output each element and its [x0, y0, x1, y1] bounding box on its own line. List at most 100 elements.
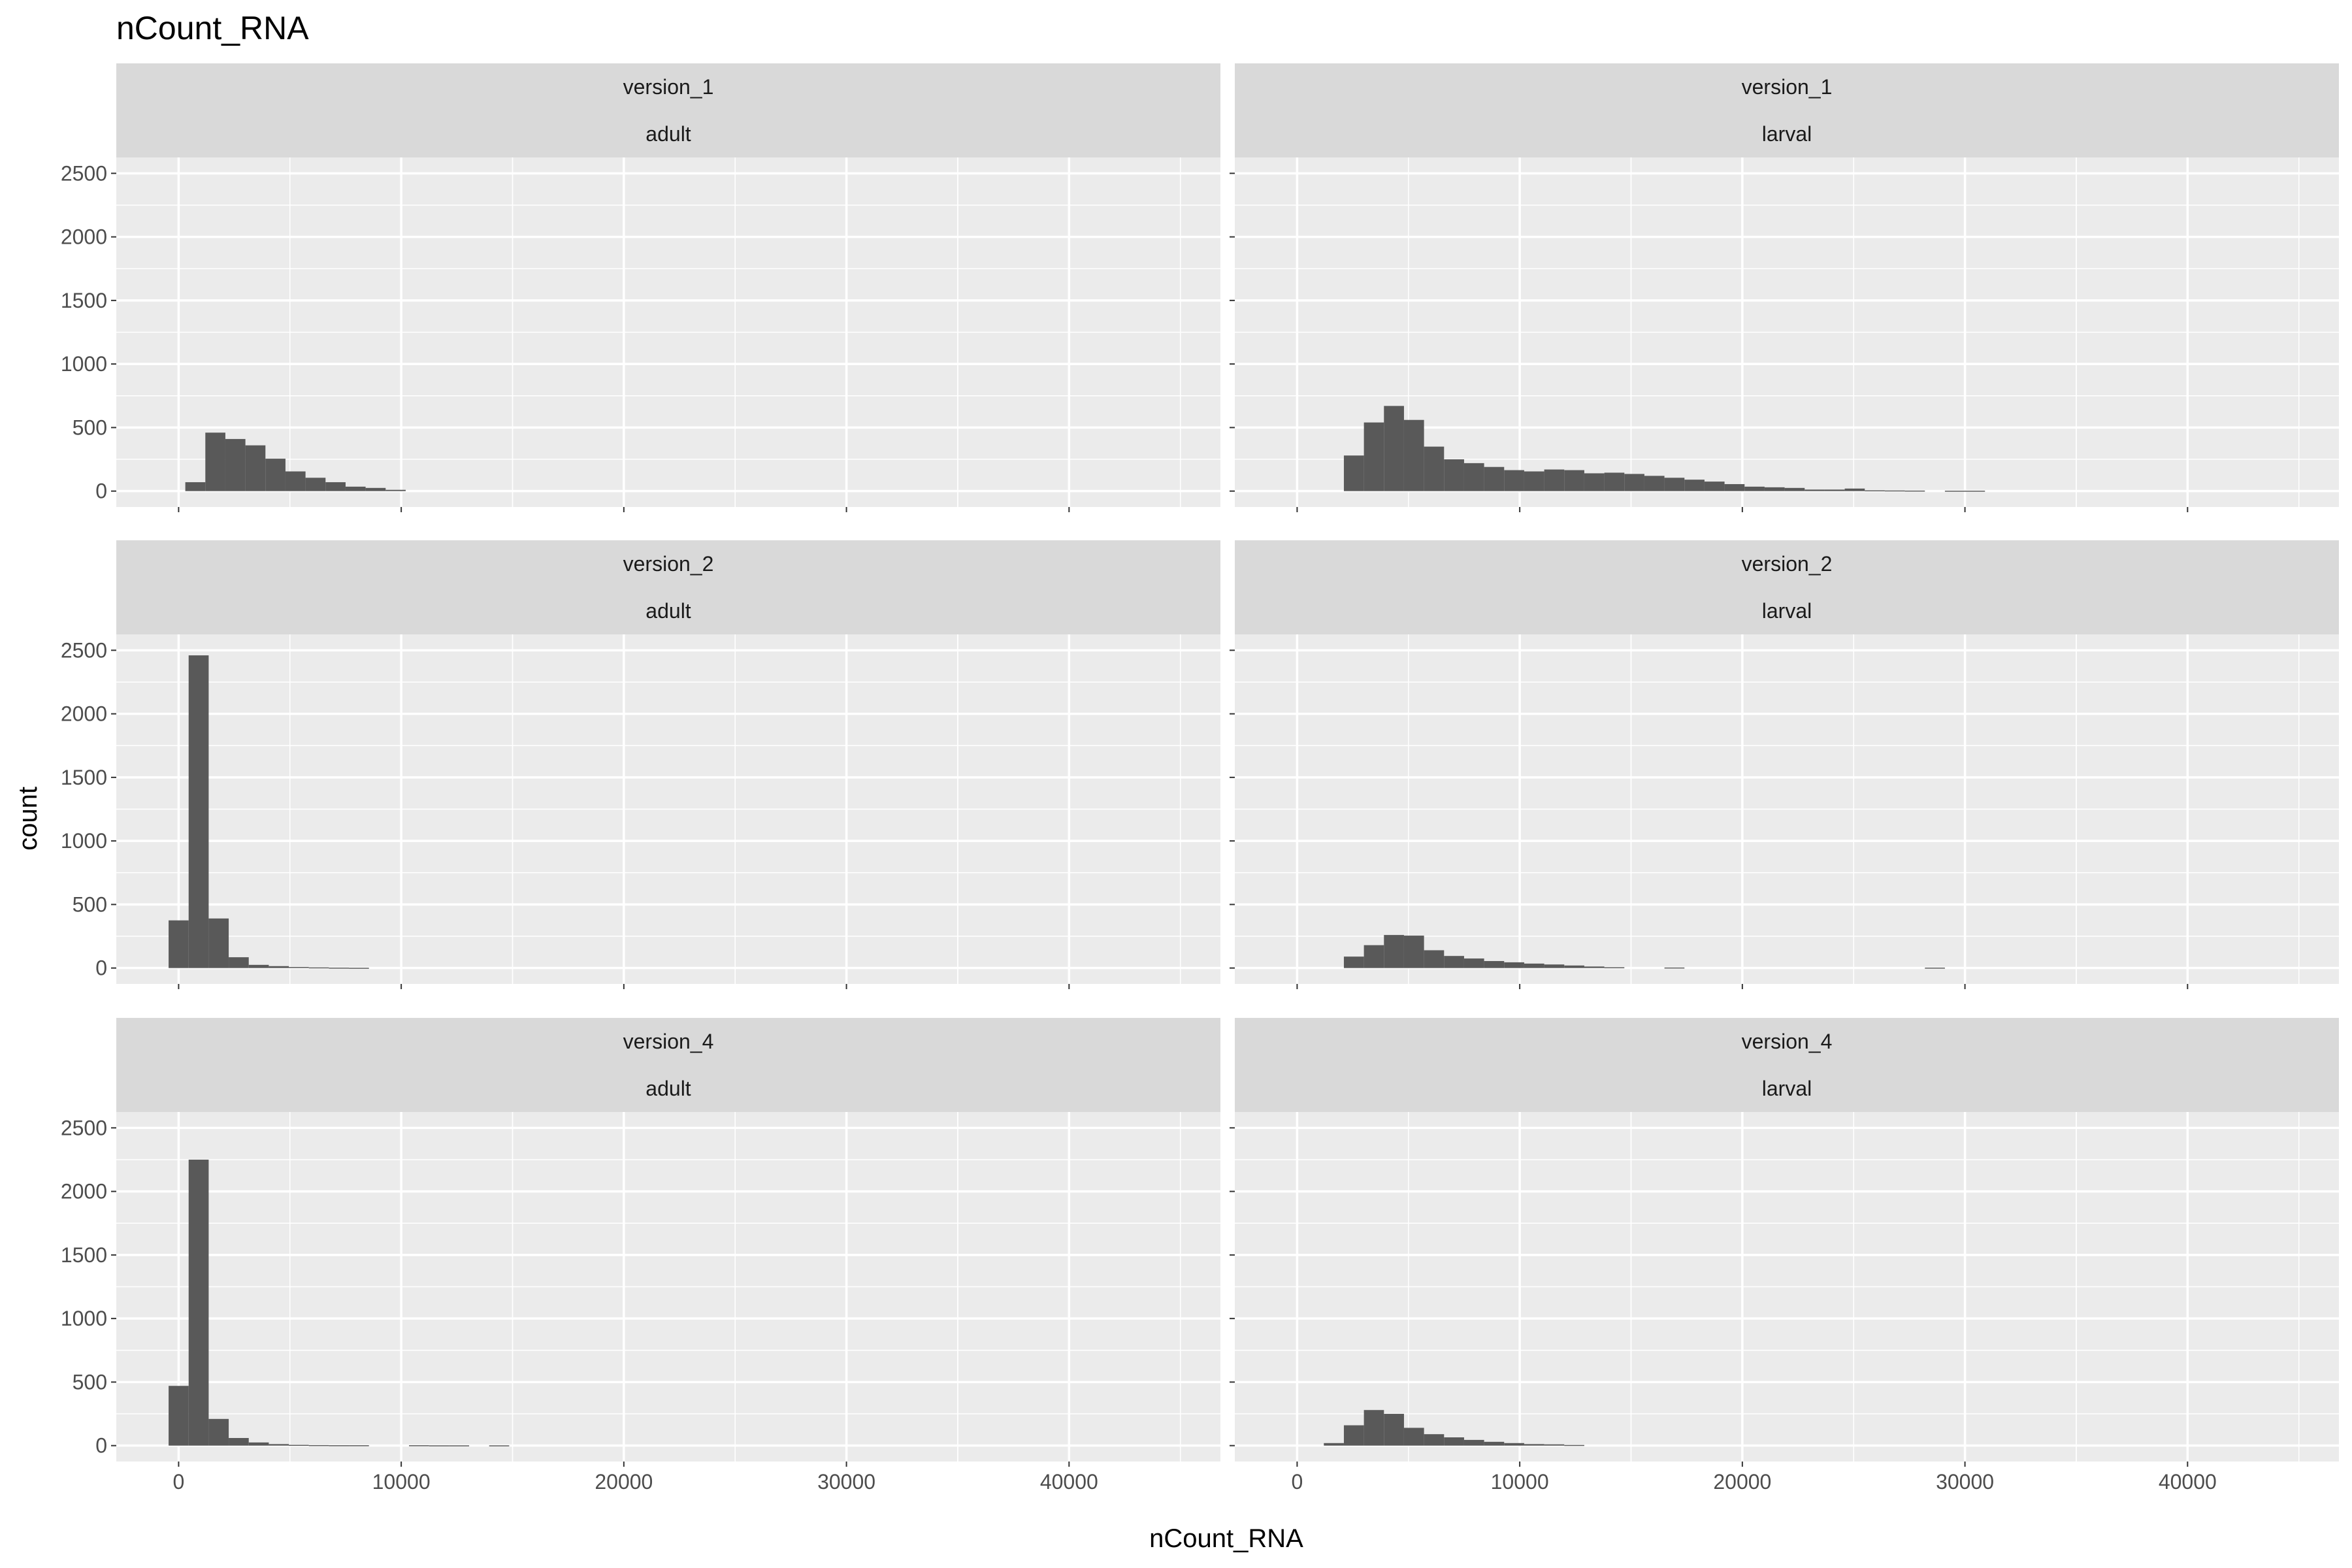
x-tick-label: 30000 [1936, 1470, 1994, 1494]
y-tick-label: 0 [95, 956, 107, 980]
facet-strip [1235, 540, 2339, 634]
histogram-bar [409, 1445, 429, 1446]
x-tick-label: 0 [1292, 1470, 1303, 1494]
histogram-bar [1684, 480, 1705, 491]
histogram-bar [225, 438, 246, 491]
facet-strip [116, 63, 1220, 157]
histogram-bar [385, 489, 406, 491]
histogram-bar [169, 920, 189, 968]
histogram-bar [1403, 1428, 1424, 1446]
facet-strip [1235, 1018, 2339, 1112]
histogram-bar [1424, 446, 1445, 491]
x-tick-label: 20000 [595, 1470, 653, 1494]
histogram-bar [1844, 488, 1865, 491]
histogram-bar [1965, 491, 1985, 492]
histogram-bar [1584, 473, 1605, 491]
y-tick-label: 2000 [61, 1180, 107, 1203]
histogram-bar [325, 482, 346, 491]
histogram-bar [1504, 1443, 1524, 1446]
y-tick-label: 2000 [61, 225, 107, 249]
facet-strip-col-label: larval [1762, 122, 1812, 146]
histogram-bar [305, 478, 326, 491]
histogram-bar [1564, 965, 1584, 968]
histogram-bar [329, 968, 350, 969]
histogram-bar [1824, 489, 1845, 491]
y-tick-label: 1500 [61, 766, 107, 789]
chart-title: nCount_RNA [116, 10, 309, 46]
histogram-bar [248, 1442, 269, 1446]
facet-strip [116, 1018, 1220, 1112]
histogram-bar [265, 459, 286, 491]
histogram-bar [1403, 419, 1424, 491]
histogram-bar [248, 964, 269, 968]
histogram-bar [269, 966, 289, 968]
histogram-bar [345, 486, 366, 491]
y-tick-label: 0 [95, 480, 107, 503]
facet-strip-col-label: adult [645, 1077, 691, 1100]
histogram-bar [245, 445, 266, 491]
histogram-bar [1704, 482, 1725, 491]
facet-strip [1235, 63, 2339, 157]
histogram-bar [208, 1418, 229, 1446]
x-tick-label: 30000 [817, 1470, 875, 1494]
histogram-bar [365, 487, 386, 491]
y-tick-label: 2500 [61, 161, 107, 185]
histogram-bar [1484, 466, 1505, 491]
histogram-bar [1584, 966, 1605, 968]
histogram-bar [285, 471, 306, 491]
histogram-bar [1484, 1441, 1505, 1446]
histogram-bar [1644, 476, 1665, 491]
histogram-bar [1364, 945, 1384, 968]
y-tick-label: 1000 [61, 829, 107, 853]
histogram-bar [349, 1445, 369, 1446]
histogram-bar [429, 1445, 449, 1446]
facet-strip-row-label: version_2 [623, 552, 714, 576]
histogram-bar [188, 655, 209, 968]
histogram-bar [229, 1438, 249, 1446]
histogram-bar [1544, 469, 1565, 491]
histogram-bar [1904, 490, 1925, 492]
histogram-bar [1463, 463, 1484, 491]
y-tick-label: 2500 [61, 638, 107, 662]
histogram-bar [1343, 455, 1364, 491]
histogram-bar [188, 1159, 209, 1446]
histogram-bar [1925, 968, 1945, 969]
histogram-bar [1384, 406, 1404, 491]
histogram-bar [289, 1445, 309, 1446]
histogram-bar [1664, 967, 1685, 969]
histogram-bar [308, 967, 329, 969]
histogram-bar [1524, 963, 1544, 968]
facet-strip-col-label: larval [1762, 599, 1812, 623]
histogram-bar [449, 1445, 470, 1446]
histogram-bar [329, 1445, 350, 1446]
histogram-bar [1865, 490, 1885, 492]
histogram-bar [1604, 472, 1625, 491]
histogram-bar [1564, 470, 1584, 491]
histogram-bar [1444, 459, 1464, 491]
y-tick-label: 2000 [61, 702, 107, 726]
facet-strip-row-label: version_4 [623, 1030, 714, 1053]
histogram-bar [1544, 964, 1565, 968]
y-tick-label: 500 [73, 416, 107, 439]
histogram-bar [1364, 1410, 1384, 1446]
histogram-bar [1484, 960, 1505, 968]
histogram-bar [289, 967, 309, 968]
histogram-bar [1343, 956, 1364, 968]
histogram-bar [1324, 1443, 1344, 1446]
facet-strip-row-label: version_1 [623, 75, 714, 99]
histogram-bar [1805, 489, 1825, 491]
histogram-bar [1884, 490, 1905, 492]
histogram-bar [1944, 491, 1965, 492]
histogram-bar [1403, 936, 1424, 968]
facet-strip [116, 540, 1220, 634]
x-tick-label: 0 [173, 1470, 185, 1494]
histogram-bar [1463, 1439, 1484, 1446]
facet-strip-col-label: larval [1762, 1077, 1812, 1100]
histogram-bar [1764, 487, 1785, 491]
